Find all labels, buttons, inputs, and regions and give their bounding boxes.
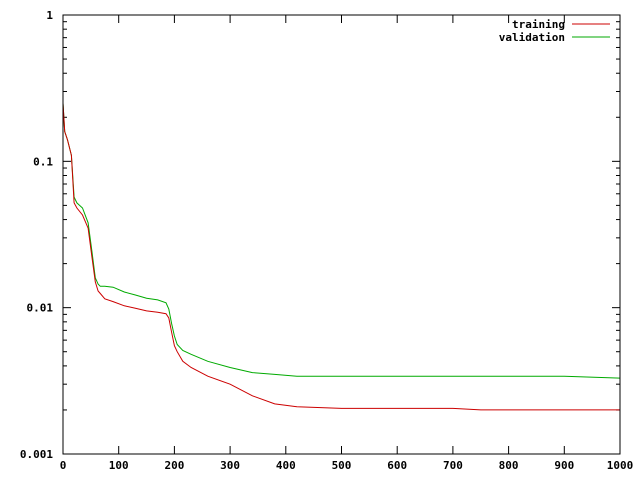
x-tick-label: 100 [109,459,129,472]
plot-frame [62,14,621,455]
x-tick-label: 900 [554,459,574,472]
x-tick-label: 200 [164,459,184,472]
y-tick-label: 1 [46,9,53,22]
x-tick-label: 800 [499,459,519,472]
x-tick-label: 0 [60,459,67,472]
x-tick-label: 700 [443,459,463,472]
series-lines [62,103,621,411]
series-line-training [62,103,620,411]
legend-label-validation: validation [499,31,565,44]
x-tick-label: 600 [387,459,407,472]
legend-label-training: training [512,18,565,31]
y-axis-ticks [63,14,620,455]
x-tick-label: 400 [276,459,296,472]
y-axis-tick-labels: 0.001 0.01 0.1 1 [20,9,54,461]
x-tick-label: 300 [220,459,240,472]
x-axis-tick-labels: 0 100 200 300 400 500 600 700 800 900 1000 [60,459,634,472]
x-tick-label: 500 [332,459,352,472]
series-line-validation [62,103,621,379]
y-tick-label: 0.01 [27,302,54,315]
y-tick-label: 0.001 [20,448,53,461]
y-tick-label: 0.1 [33,155,53,168]
x-tick-label: 1000 [607,459,634,472]
